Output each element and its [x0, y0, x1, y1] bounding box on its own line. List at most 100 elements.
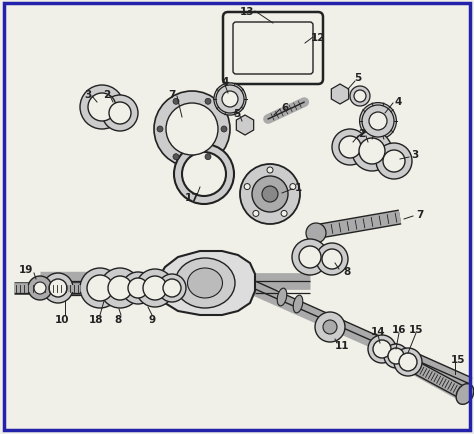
Circle shape — [383, 151, 405, 173]
Circle shape — [388, 348, 404, 364]
Text: 4: 4 — [221, 77, 228, 87]
Circle shape — [252, 177, 288, 213]
Circle shape — [34, 283, 46, 294]
Circle shape — [221, 127, 227, 133]
Circle shape — [394, 348, 422, 376]
Polygon shape — [237, 116, 254, 136]
Circle shape — [154, 92, 230, 168]
Text: 9: 9 — [148, 314, 155, 324]
Circle shape — [128, 278, 148, 298]
Text: 7: 7 — [416, 210, 424, 220]
Circle shape — [354, 91, 366, 103]
Circle shape — [87, 275, 113, 301]
Circle shape — [267, 168, 273, 174]
Circle shape — [315, 312, 345, 342]
Text: 1: 1 — [294, 183, 301, 193]
Circle shape — [384, 344, 408, 368]
Text: 2: 2 — [358, 129, 365, 139]
Circle shape — [350, 87, 370, 107]
Circle shape — [292, 240, 328, 275]
Circle shape — [214, 84, 246, 116]
Circle shape — [205, 155, 211, 160]
Circle shape — [205, 99, 211, 105]
Circle shape — [43, 273, 73, 303]
Text: 16: 16 — [392, 324, 406, 334]
Circle shape — [173, 155, 179, 160]
Text: 8: 8 — [114, 314, 122, 324]
Circle shape — [102, 96, 138, 132]
Circle shape — [399, 353, 417, 371]
Ellipse shape — [277, 289, 287, 306]
Ellipse shape — [175, 258, 235, 308]
Text: 3: 3 — [84, 90, 91, 100]
Circle shape — [157, 127, 163, 133]
Circle shape — [362, 106, 394, 138]
Circle shape — [182, 153, 226, 197]
Circle shape — [136, 270, 174, 307]
FancyBboxPatch shape — [233, 23, 313, 75]
Text: 11: 11 — [335, 340, 349, 350]
Circle shape — [281, 211, 287, 217]
Text: 15: 15 — [451, 354, 465, 364]
Circle shape — [109, 103, 131, 125]
Circle shape — [108, 276, 132, 300]
Text: 17: 17 — [185, 193, 199, 203]
Text: 10: 10 — [55, 314, 69, 324]
Ellipse shape — [136, 280, 144, 296]
Circle shape — [244, 184, 250, 190]
Circle shape — [322, 250, 342, 270]
Circle shape — [122, 273, 154, 304]
Circle shape — [332, 130, 368, 166]
Text: 8: 8 — [343, 266, 351, 276]
Circle shape — [28, 276, 52, 300]
Circle shape — [369, 113, 387, 131]
Circle shape — [88, 94, 116, 122]
Circle shape — [339, 137, 361, 159]
Circle shape — [373, 340, 391, 358]
Text: 15: 15 — [409, 324, 423, 334]
Circle shape — [376, 144, 412, 180]
Circle shape — [222, 92, 238, 108]
Text: 3: 3 — [411, 150, 419, 160]
Circle shape — [316, 243, 348, 275]
Circle shape — [253, 211, 259, 217]
Ellipse shape — [456, 384, 474, 404]
Circle shape — [360, 103, 396, 140]
Circle shape — [359, 139, 385, 164]
Text: 5: 5 — [233, 109, 241, 119]
Circle shape — [80, 86, 124, 130]
Circle shape — [174, 145, 234, 204]
Text: 14: 14 — [371, 326, 385, 336]
Polygon shape — [155, 251, 255, 315]
Text: 6: 6 — [282, 103, 289, 113]
Circle shape — [173, 99, 179, 105]
Ellipse shape — [293, 296, 303, 313]
Circle shape — [290, 184, 296, 190]
FancyBboxPatch shape — [223, 13, 323, 85]
Circle shape — [323, 320, 337, 334]
Circle shape — [163, 279, 181, 297]
Circle shape — [352, 132, 392, 171]
Text: 2: 2 — [103, 90, 110, 100]
Circle shape — [158, 274, 186, 302]
Circle shape — [306, 224, 326, 243]
Circle shape — [216, 86, 244, 114]
Text: 19: 19 — [19, 264, 33, 274]
Circle shape — [299, 247, 321, 268]
Text: 13: 13 — [240, 7, 254, 17]
Text: 5: 5 — [355, 73, 362, 83]
Text: 4: 4 — [394, 97, 401, 107]
Polygon shape — [331, 85, 349, 105]
Circle shape — [368, 335, 396, 363]
Circle shape — [80, 268, 120, 308]
Ellipse shape — [188, 268, 222, 298]
Ellipse shape — [116, 280, 124, 296]
Circle shape — [262, 187, 278, 203]
Text: 7: 7 — [168, 90, 176, 100]
Text: 12: 12 — [311, 33, 325, 43]
Circle shape — [143, 276, 167, 300]
Circle shape — [49, 279, 67, 297]
Text: 18: 18 — [89, 314, 103, 324]
Circle shape — [166, 104, 218, 156]
Circle shape — [240, 164, 300, 224]
